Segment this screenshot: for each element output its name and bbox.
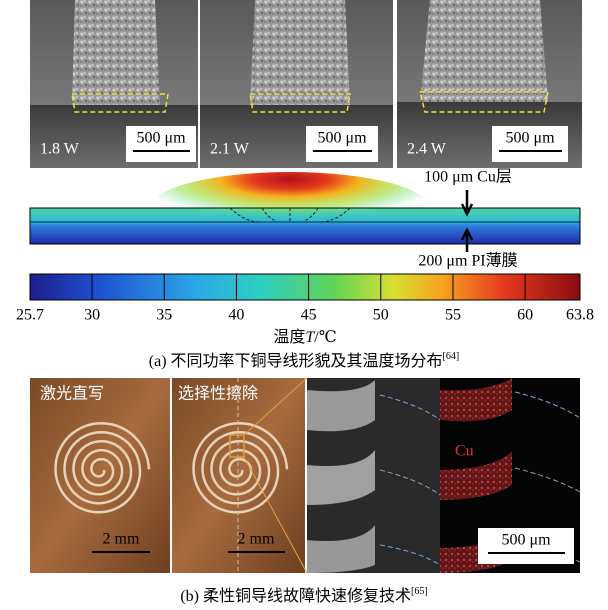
photo-label: 选择性擦除 <box>178 385 258 403</box>
sem-panel-2: 2.1 W 500 μm <box>200 0 393 168</box>
colorbar-label: 温度T/℃ <box>273 328 336 346</box>
colorbar-tick-label: 63.8 <box>566 307 594 324</box>
colorbar-tick-label: 60 <box>517 307 533 324</box>
scale-label: 500 μm <box>317 130 367 147</box>
photo-label: 激光直写 <box>40 385 104 403</box>
power-label: 1.8 W <box>40 141 80 158</box>
caption: (a) 不同功率下铜导线形貌及其温度场分布[64] <box>149 351 459 369</box>
power-label: 2.4 W <box>407 141 447 158</box>
element-label: Cu <box>455 443 474 460</box>
power-label: 2.1 W <box>210 141 250 158</box>
scale-label: 2 mm <box>103 531 140 548</box>
colorbar-tick-label: 55 <box>445 307 461 324</box>
colorbar-tick-label: 25.7 <box>16 307 44 324</box>
eds-panel: Cu 500 μm <box>440 378 580 573</box>
sem-panel-3: 2.4 W 500 μm <box>397 0 582 168</box>
cu-layer-label: 100 μm Cu层 <box>424 169 512 186</box>
colorbar-tick-label: 50 <box>373 307 389 324</box>
sem-panel-1: 1.8 W 500 μm <box>30 0 198 168</box>
colorbar-tick-label: 30 <box>84 307 100 324</box>
sem-panel-b <box>307 378 440 573</box>
colorbar-tick-label: 35 <box>156 307 172 324</box>
scale-label: 500 μm <box>136 130 186 147</box>
scale-label: 2 mm <box>238 531 275 548</box>
page: 1.8 W 500 μm 2.1 W 500 μm 2.4 W 500 μm 1… <box>0 0 608 610</box>
photo-panel-1: 激光直写 2 mm <box>30 378 170 573</box>
caption: (b) 柔性铜导线故障快速修复技术[65] <box>180 586 427 604</box>
figure: 1.8 W 500 μm 2.1 W 500 μm 2.4 W 500 μm 1… <box>0 0 608 610</box>
colorbar <box>30 274 580 300</box>
colorbar-tick-label: 45 <box>301 307 317 324</box>
pi-film-label: 200 μm PI薄膜 <box>418 252 517 270</box>
scale-label: 500 μm <box>501 532 551 549</box>
photo-panel-2: 选择性擦除 2 mm <box>172 378 307 573</box>
colorbar-tick-label: 40 <box>228 307 244 324</box>
scale-label: 500 μm <box>505 130 555 147</box>
